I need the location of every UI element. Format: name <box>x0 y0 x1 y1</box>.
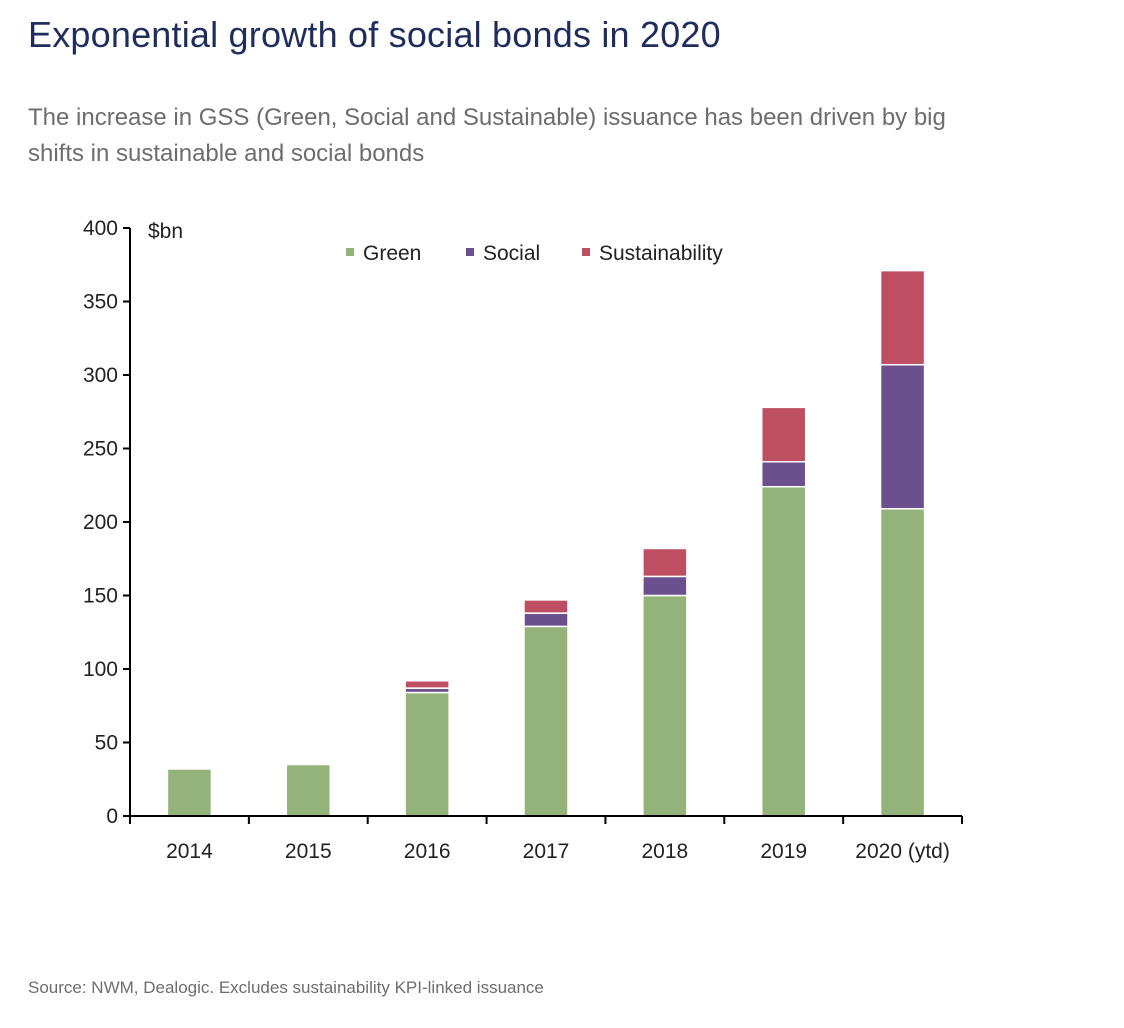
legend-label-green: Green <box>363 242 421 265</box>
bar-green-2014 <box>166 768 213 817</box>
bar-sustainability-2020ytd <box>879 269 926 366</box>
bar-social-2019 <box>760 460 807 488</box>
legend: Green Social Sustainability <box>346 242 723 265</box>
bar-sustainability-2019 <box>760 406 807 463</box>
bar-green-2016 <box>404 691 450 817</box>
y-tick-label: 300 <box>83 364 118 387</box>
bar-green-2019 <box>760 485 807 817</box>
x-axis: 2014 2015 2016 2017 2018 2019 2020 (ytd) <box>129 815 963 863</box>
legend-label-social: Social <box>483 242 540 265</box>
y-tick-label: 350 <box>83 291 118 314</box>
y-tick-label: 200 <box>83 511 118 534</box>
bar-social-2018 <box>642 575 688 597</box>
x-tick-label: 2020 (ytd) <box>855 840 950 863</box>
source-note: Source: NWM, Dealogic. Excludes sustaina… <box>28 978 544 997</box>
bar-sustainability-2017 <box>523 599 569 614</box>
bar-green-2020ytd <box>879 508 926 817</box>
y-axis: 0 50 100 150 200 250 300 350 400 <box>83 217 131 828</box>
legend-swatch-green <box>346 248 354 256</box>
legend-swatch-sustainability <box>582 248 590 256</box>
x-tick-label: 2016 <box>404 840 451 863</box>
bar-group <box>166 269 926 817</box>
bar-sustainability-2016 <box>404 680 450 689</box>
x-tick-label: 2017 <box>523 840 570 863</box>
legend-label-sustainability: Sustainability <box>599 242 723 265</box>
x-tick-label: 2018 <box>641 840 688 863</box>
bar-green-2018 <box>642 594 688 817</box>
bar-green-2017 <box>523 625 569 817</box>
y-tick-label: 150 <box>83 585 118 608</box>
chart-title: Exponential growth of social bonds in 20… <box>28 14 721 55</box>
bar-sustainability-2018 <box>642 547 688 578</box>
y-tick-label: 250 <box>83 438 118 461</box>
y-tick-label: 400 <box>83 217 118 240</box>
chart-subtitle: The increase in GSS (Green, Social and S… <box>28 104 946 167</box>
bar-social-2017 <box>523 612 569 628</box>
x-tick-label: 2014 <box>166 840 213 863</box>
x-tick-label: 2015 <box>285 840 332 863</box>
bar-green-2015 <box>285 763 332 817</box>
x-tick-label: 2019 <box>760 840 807 863</box>
y-tick-label: 50 <box>95 732 118 755</box>
legend-swatch-social <box>466 248 474 256</box>
y-axis-unit-label: $bn <box>148 220 183 243</box>
y-tick-label: 0 <box>106 805 118 828</box>
bar-social-2020ytd <box>879 363 926 510</box>
y-tick-label: 100 <box>83 658 118 681</box>
